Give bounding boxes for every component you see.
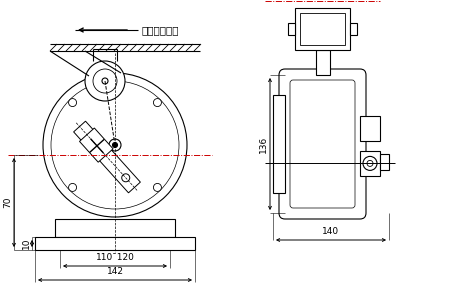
Bar (316, 50, 330, 75)
Text: 142: 142 (106, 267, 123, 276)
Bar (35, 237, 195, 250)
Text: 70: 70 (3, 197, 13, 208)
Text: 110¯120: 110¯120 (96, 253, 134, 262)
Bar (55, 219, 175, 237)
Circle shape (363, 157, 377, 171)
Text: 10: 10 (21, 238, 30, 249)
Bar (79, 128, 113, 162)
Circle shape (154, 183, 162, 192)
Text: 胶带运行方向: 胶带运行方向 (142, 25, 179, 35)
Circle shape (85, 61, 125, 101)
Circle shape (102, 78, 108, 84)
Circle shape (154, 99, 162, 107)
Bar (288, 23, 295, 35)
Text: 140: 140 (322, 227, 340, 236)
Bar (350, 23, 357, 35)
Bar (360, 151, 380, 176)
Circle shape (43, 73, 187, 217)
Bar (360, 117, 380, 141)
Circle shape (122, 174, 130, 182)
Circle shape (109, 139, 121, 151)
Circle shape (69, 183, 77, 192)
Circle shape (113, 142, 118, 147)
Text: 136: 136 (259, 135, 268, 153)
Bar (380, 154, 389, 170)
Circle shape (69, 99, 77, 107)
Bar (300, 13, 345, 45)
Bar (295, 8, 350, 50)
Bar (74, 121, 141, 193)
FancyBboxPatch shape (279, 69, 366, 219)
Bar (273, 95, 285, 193)
